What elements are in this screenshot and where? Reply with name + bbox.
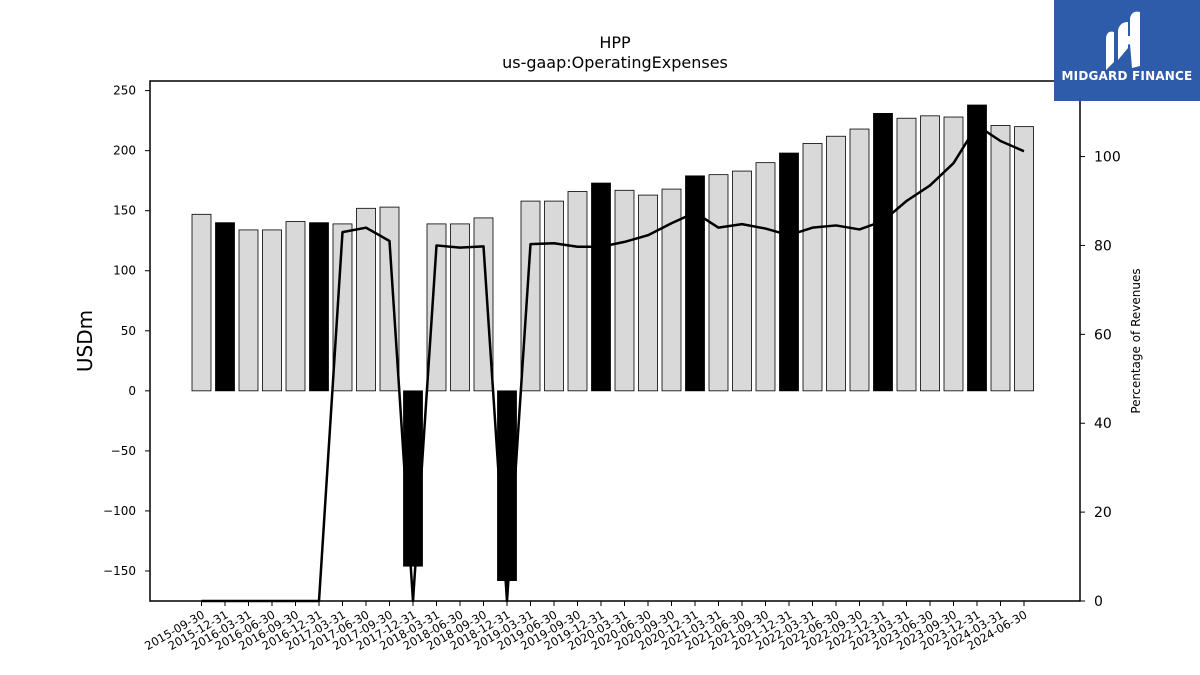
y-tick-label: 50 xyxy=(121,324,136,338)
bar-2023-03-31 xyxy=(896,117,917,392)
y2-axis-label: Percentage of Revenues xyxy=(1129,268,1143,413)
bar-2024-03-31 xyxy=(990,125,1011,392)
bar-2022-12-31 xyxy=(873,113,893,392)
bar-2023-12-31 xyxy=(967,104,987,392)
line-percentage-of-revenues xyxy=(201,124,1025,603)
bar-2017-03-31 xyxy=(332,223,353,392)
bar-2017-12-31 xyxy=(403,390,423,567)
bar-2021-03-31 xyxy=(708,174,729,392)
y2-tick-label: 20 xyxy=(1094,505,1112,521)
bar-2016-03-31 xyxy=(238,229,259,392)
y2-tick-label: 40 xyxy=(1094,416,1112,432)
bar-2020-06-30 xyxy=(638,194,658,392)
bar-2015-09-30 xyxy=(191,213,212,392)
bar-2021-06-30 xyxy=(732,170,752,392)
bar-2019-06-30 xyxy=(544,200,564,392)
bar-2020-03-31 xyxy=(614,189,635,392)
plot-frame xyxy=(149,80,1081,602)
bar-2024-06-30 xyxy=(1014,126,1034,392)
bar-2019-09-30 xyxy=(567,191,588,392)
bar-2022-06-30 xyxy=(826,135,846,392)
y-tick-label: 0 xyxy=(128,384,136,398)
logo-text: MIDGARD FINANCE xyxy=(1061,69,1193,83)
bar-2021-12-31 xyxy=(779,152,799,392)
bar-2018-03-31 xyxy=(426,223,447,392)
midgard-finance-logo: MIDGARD FINANCE xyxy=(1054,0,1200,101)
chart-subtitle: us-gaap:OperatingExpenses xyxy=(502,53,728,72)
y-tick-label: 100 xyxy=(113,264,136,278)
bar-2021-09-30 xyxy=(755,162,776,392)
bar-2018-09-30 xyxy=(473,217,494,392)
bar-2022-09-30 xyxy=(849,128,870,392)
bar-2020-09-30 xyxy=(661,188,682,392)
bar-2018-06-30 xyxy=(450,223,470,392)
y2-tick-label: 60 xyxy=(1094,327,1112,343)
y2-tick-label: 0 xyxy=(1094,594,1103,610)
bar-2019-03-31 xyxy=(520,200,541,392)
bar-2017-06-30 xyxy=(356,207,376,392)
bar-2016-06-30 xyxy=(262,229,282,392)
bar-2016-09-30 xyxy=(285,221,306,392)
bar-2020-12-31 xyxy=(685,175,705,392)
bar-2015-12-31 xyxy=(215,222,235,392)
y-axis-label: USDm xyxy=(73,310,97,372)
bar-2023-09-30 xyxy=(943,116,964,392)
bar-2019-12-31 xyxy=(591,182,611,392)
y-tick-label: −100 xyxy=(103,504,136,518)
y-tick-label: −150 xyxy=(103,564,136,578)
y-tick-label: −50 xyxy=(111,444,136,458)
y-tick-label: 250 xyxy=(113,84,136,98)
chart-title: HPP xyxy=(599,33,631,52)
y2-tick-label: 80 xyxy=(1094,238,1112,254)
bar-2022-03-31 xyxy=(802,143,823,392)
y2-tick-label: 100 xyxy=(1094,150,1121,166)
bar-2016-12-31 xyxy=(309,222,329,392)
bar-2023-06-30 xyxy=(920,115,940,392)
bar-2017-09-30 xyxy=(379,206,400,392)
y-tick-label: 150 xyxy=(113,204,136,218)
y-tick-label: 200 xyxy=(113,144,136,158)
logo-mark-icon xyxy=(1106,11,1140,70)
